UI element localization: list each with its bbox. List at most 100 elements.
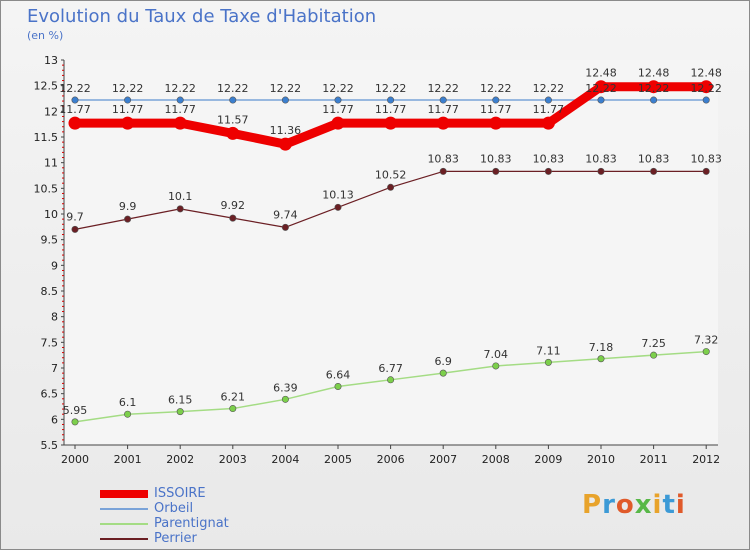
data-point: [439, 167, 447, 175]
y-tick-label: 11.5: [34, 131, 59, 144]
data-label: 12.22: [427, 82, 459, 95]
data-label: 11.77: [112, 103, 144, 116]
y-tick-label: 12.5: [34, 80, 59, 93]
data-label: 11.77: [375, 103, 407, 116]
data-label: 6.21: [221, 391, 246, 404]
series-orbeil: [71, 96, 710, 104]
data-point: [489, 116, 503, 130]
legend-label: Parentignat: [154, 515, 229, 531]
data-point: [334, 203, 342, 211]
legend-item-issoire: ISSOIRE: [100, 486, 229, 501]
data-point: [124, 96, 132, 104]
logo-letter: t: [662, 490, 676, 520]
data-point: [71, 225, 79, 233]
data-label: 11.77: [59, 103, 91, 116]
legend-swatch: [100, 522, 148, 525]
data-label: 12.48: [638, 67, 670, 80]
data-label: 9.92: [221, 199, 246, 212]
data-label: 9.74: [273, 208, 298, 221]
chart-unit: (en %): [27, 29, 64, 42]
data-label: 12.22: [375, 82, 407, 95]
data-point: [229, 214, 237, 222]
chart-title: Evolution du Taux de Taxe d'Habitation: [27, 6, 377, 27]
data-point: [597, 167, 605, 175]
data-point: [387, 96, 395, 104]
legend-label: Orbeil: [154, 500, 194, 516]
logo-letter: i: [675, 490, 686, 520]
x-tick-label: 2004: [271, 453, 299, 466]
data-point: [702, 348, 710, 356]
y-tick-label: 10: [44, 208, 58, 221]
x-tick-label: 2005: [324, 453, 352, 466]
data-label: 12.22: [217, 82, 249, 95]
legend-label: Perrier: [154, 530, 197, 546]
legend-item-perrier: Perrier: [100, 531, 229, 546]
data-label: 11.77: [322, 103, 354, 116]
data-label: 10.83: [690, 152, 722, 165]
data-point: [278, 137, 292, 151]
data-point: [124, 410, 132, 418]
data-label: 12.22: [533, 82, 565, 95]
x-tick-label: 2000: [61, 453, 89, 466]
data-label: 9.9: [119, 200, 137, 213]
data-point: [68, 116, 82, 130]
data-label: 12.22: [638, 82, 670, 95]
x-tick-label: 2010: [587, 453, 615, 466]
y-tick-label: 7.5: [41, 336, 59, 349]
data-label: 6.64: [326, 368, 351, 381]
data-point: [650, 351, 658, 359]
data-label: 10.83: [585, 152, 617, 165]
labels-perrier: 9.7 9.9 10.1 9.92 9.74 10.13 10.52 10.83 10.83 10…: [66, 152, 722, 223]
x-tick-label: 2002: [166, 453, 194, 466]
legend-swatch: [100, 489, 148, 498]
data-point: [121, 116, 135, 130]
data-point: [436, 116, 450, 130]
y-tick-label: 7: [51, 362, 58, 375]
data-point: [544, 358, 552, 366]
y-tick-label: 12: [44, 105, 58, 118]
labels-orbeil: 12.22 12.22 12.22 12.22 12.22 12.22 12.22 12.22…: [59, 82, 722, 95]
x-tick-label: 2003: [219, 453, 247, 466]
data-label: 10.83: [427, 152, 459, 165]
logo-letter: o: [615, 490, 635, 520]
x-tick-label: 2011: [640, 453, 668, 466]
data-label: 6.1: [119, 396, 137, 409]
data-label: 6.15: [168, 394, 193, 407]
data-point: [71, 418, 79, 426]
data-label: 7.04: [484, 348, 509, 361]
legend-swatch: [100, 537, 148, 540]
data-point: [281, 223, 289, 231]
data-point: [594, 80, 608, 94]
data-label: 7.18: [589, 341, 614, 354]
data-label: 6.77: [378, 362, 403, 375]
data-label: 12.22: [690, 82, 722, 95]
y-tick-label: 11: [44, 157, 58, 170]
data-label: 12.22: [480, 82, 512, 95]
y-tick-label: 9.5: [41, 234, 59, 247]
data-point: [439, 369, 447, 377]
data-point: [387, 183, 395, 191]
logo-letter: r: [602, 490, 616, 520]
data-point: [71, 96, 79, 104]
data-point: [387, 376, 395, 384]
data-point: [647, 80, 661, 94]
data-label: 10.13: [322, 188, 354, 201]
data-point: [331, 116, 345, 130]
data-label: 11.57: [217, 113, 249, 126]
series-perrier: [71, 167, 710, 233]
data-label: 6.39: [273, 381, 298, 394]
data-label: 10.83: [533, 152, 565, 165]
y-tick-label: 6: [51, 413, 58, 426]
data-point: [544, 167, 552, 175]
data-label: 12.22: [112, 82, 144, 95]
data-point: [176, 408, 184, 416]
data-point: [124, 215, 132, 223]
labels-issoire: 11.77 11.77 11.77 11.57 11.36 11.77 11.77 11.77…: [59, 67, 722, 137]
series-issoire: [68, 80, 713, 151]
data-label: 11.77: [427, 103, 459, 116]
data-label: 11.36: [270, 124, 302, 137]
data-label: 12.22: [59, 82, 91, 95]
data-point: [597, 355, 605, 363]
data-point: [492, 96, 500, 104]
